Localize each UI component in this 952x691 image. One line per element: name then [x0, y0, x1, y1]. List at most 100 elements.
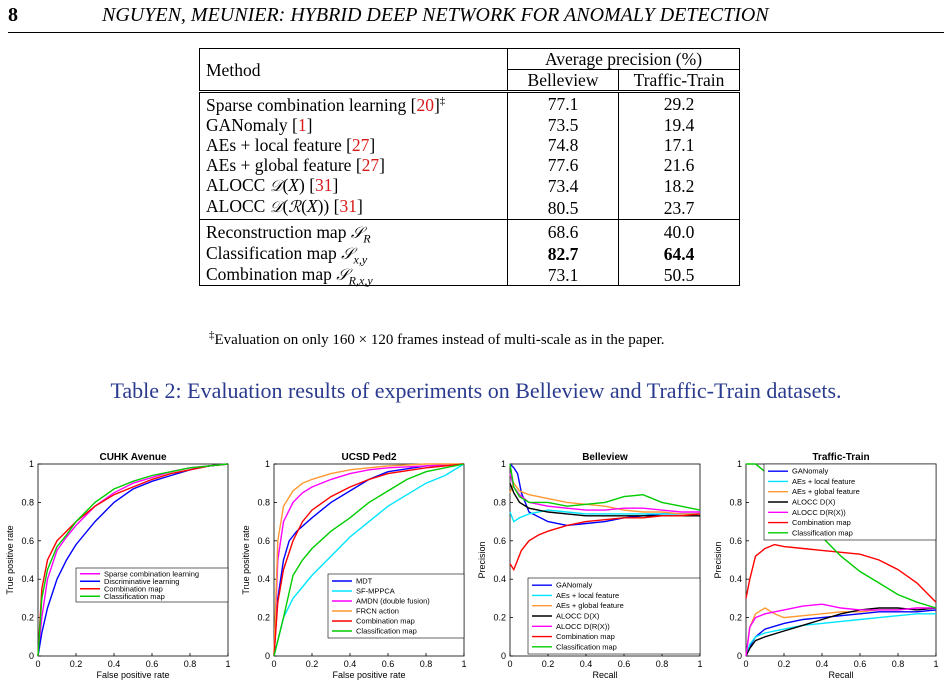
citation-link[interactable]: 27: [361, 155, 380, 175]
page-header: 8 NGUYEN, MEUNIER: HYBRID DEEP NETWORK F…: [8, 4, 944, 30]
method-cell: AEs + local feature [27]: [199, 135, 508, 155]
method-cell: ALOCC 𝒟(X) [31]: [199, 175, 508, 196]
y-axis-label: True positive rate: [241, 525, 251, 594]
belleview-cell: 80.5: [507, 196, 619, 220]
belleview-header: Belleview: [507, 69, 619, 93]
legend-entry: SF-MPPCA: [356, 587, 395, 596]
y-tick-label: 0.2: [21, 613, 34, 623]
x-tick-label: 0: [271, 659, 276, 669]
belleview-cell: 73.1: [507, 264, 619, 286]
x-tick-label: 0.4: [816, 659, 829, 669]
x-tick-label: 1: [225, 659, 230, 669]
chart-title: Belleview: [582, 452, 628, 463]
x-tick-label: 0.6: [382, 659, 395, 669]
legend-entry: Classification map: [792, 528, 853, 537]
legend-entry: Combination map: [104, 584, 163, 593]
y-tick-label: 0.4: [257, 574, 270, 584]
series-line: [509, 473, 700, 513]
x-tick-label: 0.6: [146, 659, 159, 669]
belleview-cell: 77.6: [507, 155, 619, 175]
series-line: [37, 463, 229, 657]
x-tick-label: 0: [507, 659, 512, 669]
chart-svg: Belleview 0 0.2 0.4 0.6 0.8 1 0 0.2 0.4 0.6 0.8 1 Rec…: [477, 452, 703, 680]
y-tick-label: 0.6: [21, 536, 34, 546]
series-line: [273, 463, 465, 657]
table-row: ALOCC 𝒟(X) [31] 73.4 18.2: [199, 175, 740, 196]
legend-entry: ALOCC D(X): [792, 498, 836, 507]
legend-entry: Combination map: [356, 617, 415, 626]
belleview-cell: 77.1: [507, 91, 619, 115]
table-row: Reconstruction map 𝒮R 68.6 40.0: [199, 219, 740, 245]
y-tick-label: 0.2: [257, 613, 270, 623]
x-tick-label: 0.4: [108, 659, 121, 669]
x-axis-label: False positive rate: [332, 670, 405, 680]
legend-entry: AMDN (double fusion): [356, 597, 430, 606]
citation-link[interactable]: 20: [416, 95, 434, 115]
y-tick-label: 0.4: [21, 574, 34, 584]
legend-box: [327, 573, 465, 639]
chart-svg: Traffic-Train 0 0.2 0.4 0.6 0.8 1 0 0.2 0.4 0.6 0.8…: [713, 452, 939, 680]
table-row: AEs + local feature [27] 74.8 17.1: [199, 135, 740, 155]
y-tick-label: 1: [265, 459, 270, 469]
y-tick-label: 0.6: [257, 536, 270, 546]
citation-link[interactable]: 31: [315, 175, 333, 195]
traffic-train-cell: 29.2: [618, 91, 740, 115]
y-tick-label: 0: [737, 651, 742, 661]
x-axis-label: Recall: [828, 670, 853, 680]
series-line: [509, 509, 700, 523]
chart-title: Traffic-Train: [812, 452, 869, 463]
traffic-train-cell: 50.5: [618, 264, 740, 286]
table-caption: Table 2: Evaluation results of experimen…: [110, 378, 842, 403]
y-tick-label: 0.8: [493, 497, 506, 507]
chart-belleview: Belleview 0 0.2 0.4 0.6 0.8 1 0 0.2 0.4 0.6 0.8 1 Rec…: [476, 448, 712, 691]
table-footnote: ‡Evaluation on only 160 × 120 frames ins…: [209, 329, 665, 349]
y-axis-label: Precision: [713, 541, 723, 578]
table-subheader-row: Belleview Traffic-Train: [200, 69, 740, 93]
legend-box: [527, 577, 701, 655]
traffic-train-cell: 21.6: [618, 155, 740, 175]
x-tick-label: 0.2: [778, 659, 791, 669]
citation-link[interactable]: 27: [351, 135, 370, 155]
legend-entry: Classification map: [356, 627, 417, 636]
x-tick-label: 1: [697, 659, 702, 669]
chart-svg: UCSD Ped2 0 0.2 0.4 0.6 0.8 1 0 0.2 0.4 0.6 0.8 1 Fal…: [241, 452, 467, 680]
traffic-train-cell: 19.4: [618, 115, 740, 135]
legend-entry: MDT: [356, 577, 373, 586]
legend-entry: ALOCC D(R(X)): [792, 508, 846, 517]
legend-entry: GANomaly: [792, 467, 829, 476]
chart-ucsd-ped2: UCSD Ped2 0 0.2 0.4 0.6 0.8 1 0 0.2 0.4 0.6 0.8 1 Fal…: [240, 448, 476, 691]
table-row: AEs + global feature [27] 77.6 21.6: [199, 155, 740, 175]
ap-group-header: Average precision (%): [507, 48, 740, 70]
method-cell: AEs + global feature [27]: [199, 155, 508, 175]
belleview-cell: 73.4: [507, 175, 619, 196]
series-line: [745, 613, 936, 657]
legend: Sparse combination learningDiscriminativ…: [75, 567, 229, 603]
x-tick-label: 0.4: [344, 659, 357, 669]
legend-entry: Discriminative learning: [104, 577, 179, 586]
legend-entry: ALOCC D(X): [556, 612, 600, 621]
method-cell: Combination map 𝒮R,x,y: [199, 264, 508, 287]
y-tick-label: 0.4: [729, 574, 742, 584]
y-axis-label: True positive rate: [5, 525, 15, 594]
y-tick-label: 1: [29, 459, 34, 469]
x-tick-label: 1: [933, 659, 938, 669]
x-axis-label: Recall: [592, 670, 617, 680]
series-line: [273, 463, 465, 657]
chart-traffic-train: Traffic-Train 0 0.2 0.4 0.6 0.8 1 0 0.2 0.4 0.6 0.8…: [712, 448, 948, 691]
y-tick-label: 1: [737, 459, 742, 469]
series-line: [745, 543, 937, 603]
running-title: NGUYEN, MEUNIER: HYBRID DEEP NETWORK FOR…: [102, 4, 769, 26]
traffic-train-cell: 18.2: [618, 175, 740, 196]
x-tick-label: 0.2: [542, 659, 555, 669]
series-line: [273, 463, 465, 657]
y-tick-label: 0.6: [493, 536, 506, 546]
traffic-train-header: Traffic-Train: [618, 69, 740, 93]
citation-link[interactable]: 31: [339, 196, 357, 216]
x-tick-label: 0.2: [306, 659, 319, 669]
x-tick-label: 0: [35, 659, 40, 669]
y-tick-label: 0.4: [493, 574, 506, 584]
citation-link[interactable]: 1: [297, 115, 307, 135]
